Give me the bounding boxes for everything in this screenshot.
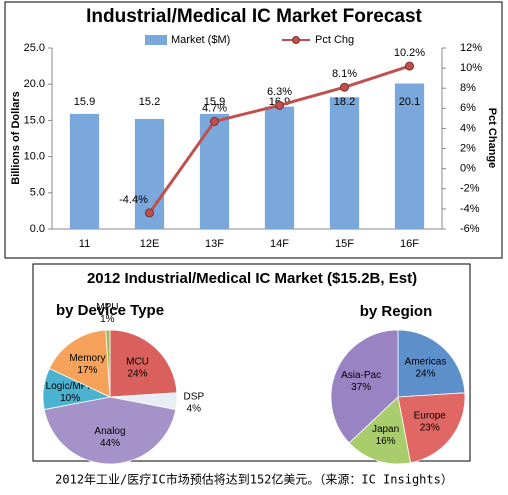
y2-tick-label: -2% — [460, 183, 480, 195]
x-tick-label: 12E — [140, 238, 160, 250]
slice-value: 37% — [351, 382, 371, 393]
y2-tick-label: 6% — [460, 102, 476, 114]
slice-category: Memory — [69, 352, 105, 363]
data-label: 6.3% — [267, 86, 292, 98]
pie-title: by Device Type — [56, 302, 164, 319]
slice-category: MPU — [96, 302, 118, 313]
pie-slice — [397, 392, 466, 464]
x-tick-label: 16F — [400, 238, 419, 250]
y2-tick-label: 10% — [460, 62, 482, 74]
pie-slice — [330, 329, 399, 444]
data-label: 15.2 — [139, 96, 160, 108]
slice-category: Logic/MPR — [46, 381, 95, 392]
slice-value: 4% — [187, 403, 202, 414]
x-tick-label: 14F — [270, 238, 289, 250]
slice-category: DSP — [184, 391, 205, 402]
slice-value: 17% — [77, 364, 97, 375]
bar — [69, 113, 100, 229]
bar — [199, 113, 230, 229]
y-tick-label: 25.0 — [24, 42, 45, 54]
y-tick-label: 0.0 — [30, 223, 45, 235]
y-tick-label: 20.0 — [24, 78, 45, 90]
slice-label: Americas 24% — [405, 356, 447, 379]
slice-label: Europe 23% — [414, 410, 447, 433]
slice-category: MCU — [126, 356, 149, 367]
pie-slice — [109, 329, 178, 398]
y2-tick-label: 0% — [460, 163, 476, 175]
slice-label: Analog 44% — [94, 426, 125, 449]
line-marker — [145, 208, 154, 218]
panel-title: 2012 Industrial/Medical IC Market ($15.2… — [87, 270, 417, 287]
slice-category: Europe — [414, 410, 447, 421]
pie-slice — [48, 329, 111, 398]
pie-slice — [397, 329, 466, 398]
y2-tick-label: 2% — [460, 142, 476, 154]
slice-label: MCU 24% — [126, 356, 149, 379]
y2-tick-label: 4% — [460, 122, 476, 134]
legend-label: Market ($M) — [171, 34, 230, 46]
y2-tick-label: 8% — [460, 82, 476, 94]
legend-swatch — [145, 35, 167, 45]
slice-value: 1% — [100, 314, 115, 325]
y-tick-label: 15.0 — [24, 114, 45, 126]
slice-value: 24% — [416, 368, 436, 379]
pie-title: by Region — [360, 303, 433, 320]
legend-label: Pct Chg — [315, 34, 354, 46]
slice-label: Japan 16% — [372, 424, 399, 447]
slice-value: 44% — [100, 438, 120, 449]
slice-label: Asia-Pac 37% — [341, 370, 381, 393]
x-tick-label: 11 — [79, 238, 90, 250]
data-label: 8.1% — [332, 68, 357, 80]
slice-value: 24% — [128, 368, 148, 379]
y2-tick-label: 12% — [460, 42, 482, 54]
slice-category: Americas — [405, 356, 447, 367]
y-axis-label: Billions of Dollars — [10, 91, 22, 185]
bar — [394, 83, 425, 229]
legend-marker — [292, 36, 300, 44]
x-tick-label: 15F — [335, 238, 354, 250]
line-marker — [210, 116, 219, 126]
data-label: 18.2 — [334, 96, 355, 108]
x-tick-label: 13F — [205, 238, 224, 250]
data-label: 15.9 — [74, 96, 95, 108]
y2-tick-label: -4% — [460, 203, 480, 215]
slice-label: Logic/MPR 10% — [46, 381, 95, 404]
line-marker — [405, 61, 414, 71]
slice-category: Japan — [372, 424, 399, 435]
data-label: -4.4% — [119, 194, 148, 206]
data-label: 15.9 — [204, 96, 225, 108]
y-tick-label: 10.0 — [24, 151, 45, 163]
slice-value: 16% — [376, 436, 396, 447]
caption: 2012年工业/医疗IC市场预估将达到152亿美元。（来源：IC Insight… — [55, 472, 453, 487]
slice-category: Analog — [94, 426, 125, 437]
slice-value: 10% — [60, 393, 80, 404]
line-marker — [340, 82, 349, 92]
pie-slice — [43, 396, 177, 465]
slice-label: DSP 4% — [184, 391, 205, 414]
pie-slice — [348, 396, 412, 465]
slice-label: Memory 17% — [69, 352, 105, 375]
data-label: 10.2% — [394, 47, 425, 59]
data-label: 4.7% — [202, 102, 227, 114]
chart-title: Industrial/Medical IC Market Forecast — [86, 6, 422, 27]
slice-label: MPU 1% — [96, 302, 118, 325]
data-label: 20.1 — [399, 96, 420, 108]
y-tick-label: 5.0 — [30, 187, 45, 199]
y2-tick-label: -6% — [460, 223, 480, 235]
bar — [264, 106, 295, 229]
pie-slice — [105, 329, 111, 398]
bar — [329, 97, 360, 230]
line-marker — [275, 100, 284, 110]
slice-category: Asia-Pac — [341, 370, 381, 381]
slice-value: 23% — [420, 422, 440, 433]
y2-axis-label: Pct Change — [486, 108, 498, 169]
